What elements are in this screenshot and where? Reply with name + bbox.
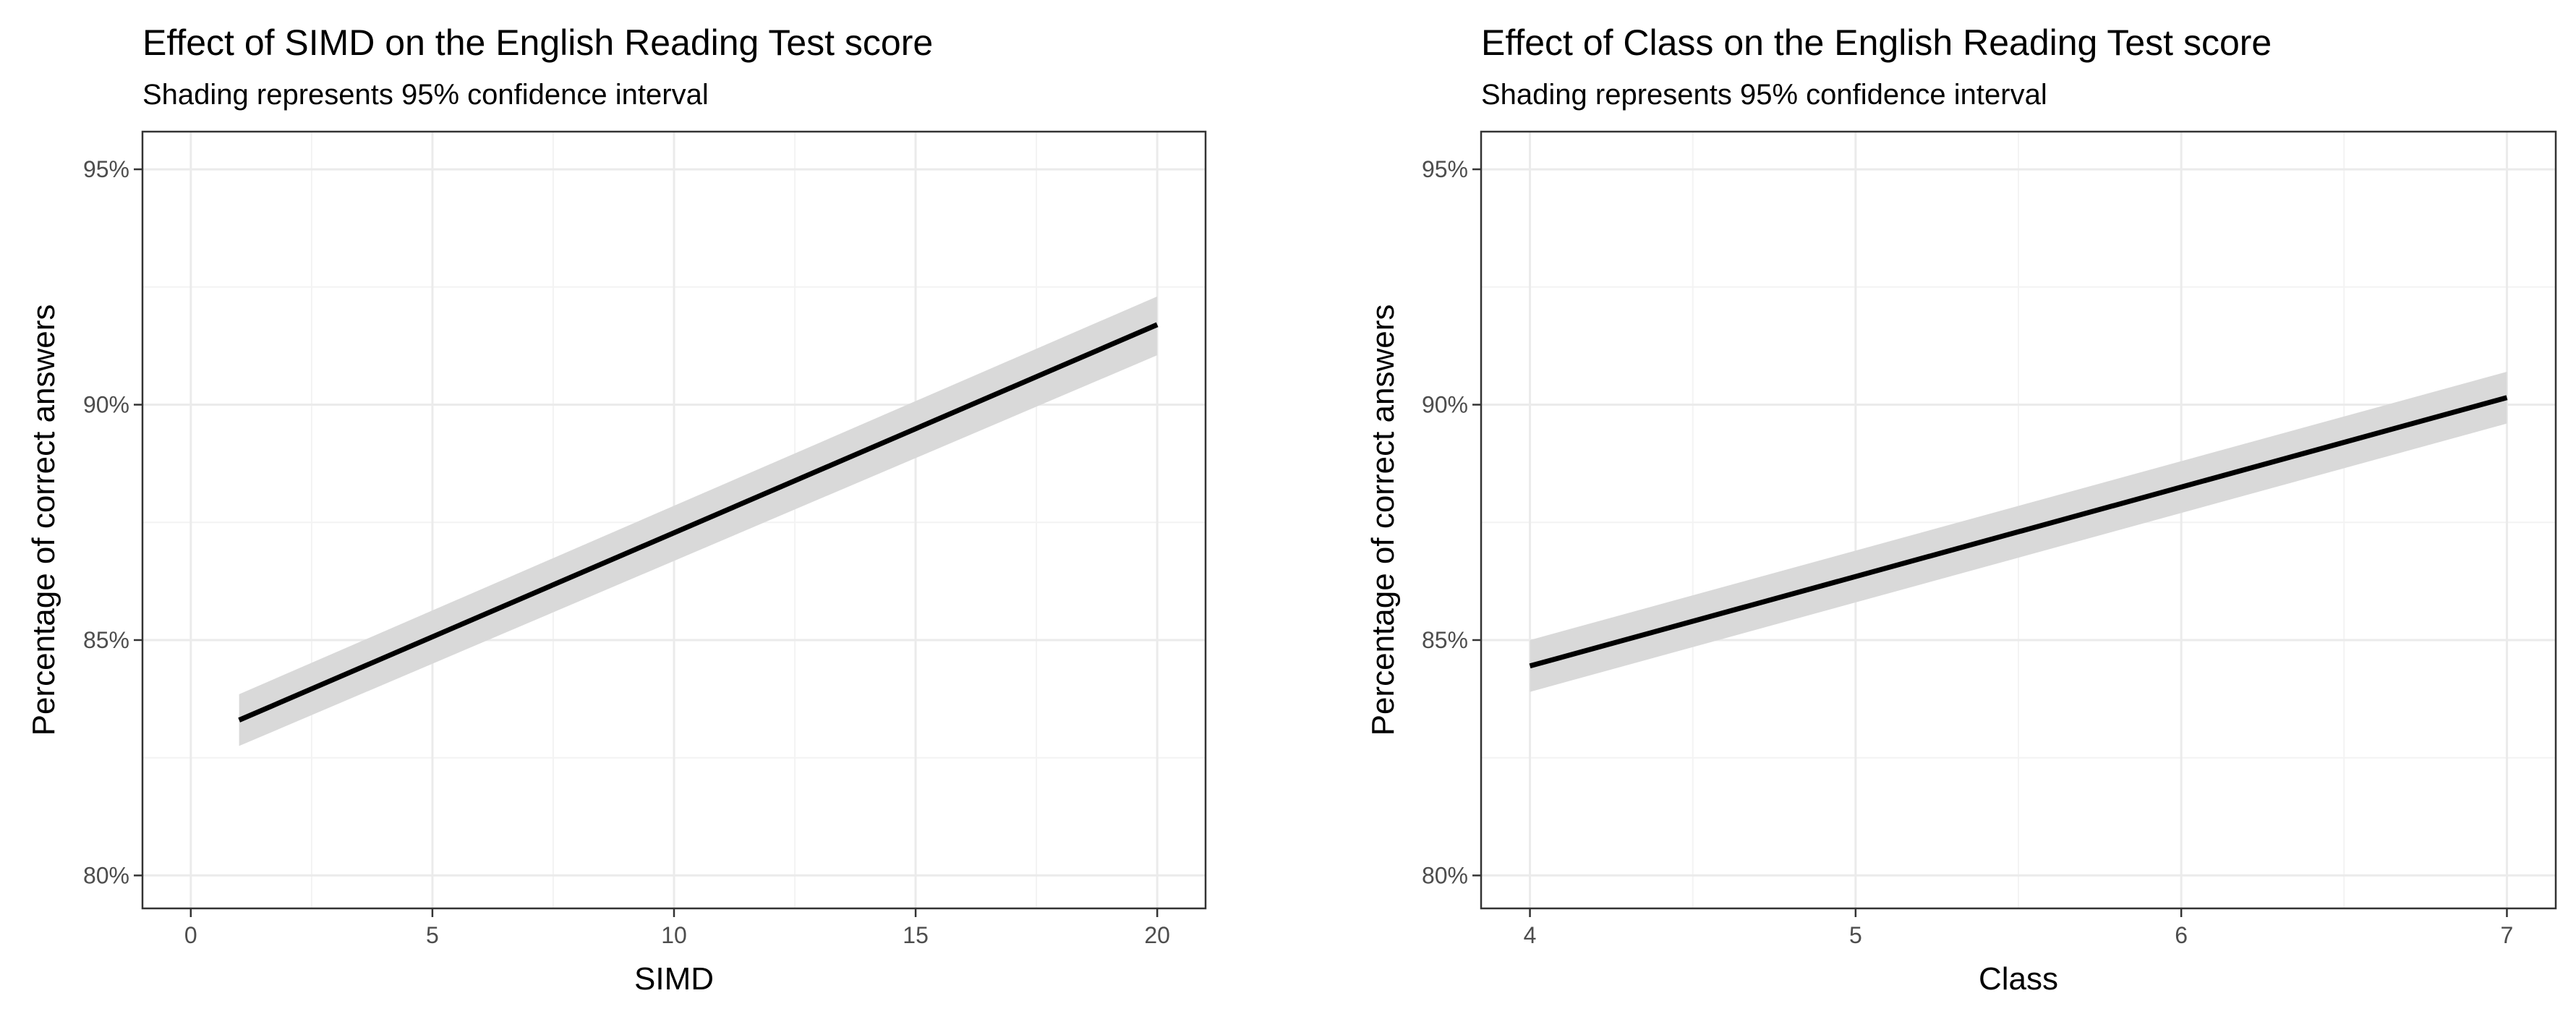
y-tick-label: 90%: [83, 392, 129, 418]
axis-ticks: 0 5 10 15 20 80% 85% 90% 95%: [83, 156, 1170, 948]
y-tick-label: 95%: [1422, 156, 1468, 182]
x-tick-label: 5: [426, 922, 439, 948]
x-axis-title: Class: [1979, 961, 2058, 997]
chart-title: Effect of SIMD on the English Reading Te…: [142, 22, 933, 63]
chart-subtitle: Shading represents 95% confidence interv…: [142, 79, 709, 111]
line-layer: [1529, 395, 2508, 669]
x-tick-label: 7: [2501, 922, 2514, 948]
chart-subtitle: Shading represents 95% confidence interv…: [1481, 79, 2047, 111]
line-layer: [238, 322, 1159, 723]
x-tick-label: 4: [1524, 922, 1537, 948]
chart-title: Effect of Class on the English Reading T…: [1481, 22, 2272, 63]
panel-border: [1480, 130, 2557, 910]
y-tick-label: 85%: [83, 627, 129, 653]
y-axis-title: Percentage of correct answers: [26, 304, 61, 736]
y-tick-label: 80%: [1422, 862, 1468, 888]
x-tick-label: 0: [184, 922, 197, 948]
x-tick-label: 20: [1144, 922, 1170, 948]
x-tick-label: 5: [1849, 922, 1862, 948]
y-axis-title: Percentage of correct answers: [1365, 304, 1401, 736]
chart-simd: Effect of SIMD on the English Reading Te…: [26, 22, 1207, 997]
x-tick-label: 15: [903, 922, 929, 948]
x-axis-title: SIMD: [634, 961, 714, 997]
fit-line: [1529, 395, 2508, 669]
y-tick-label: 90%: [1422, 392, 1468, 418]
x-tick-label: 6: [2175, 922, 2188, 948]
fit-line: [238, 322, 1159, 723]
y-tick-label: 85%: [1422, 627, 1468, 653]
y-tick-label: 80%: [83, 862, 129, 888]
y-tick-label: 95%: [83, 156, 129, 182]
grid: [1481, 132, 2556, 908]
chart-class: Effect of Class on the English Reading T…: [1365, 22, 2557, 997]
x-tick-label: 10: [661, 922, 687, 948]
axis-ticks: 4 5 6 7 80% 85% 90% 95%: [1422, 156, 2513, 948]
